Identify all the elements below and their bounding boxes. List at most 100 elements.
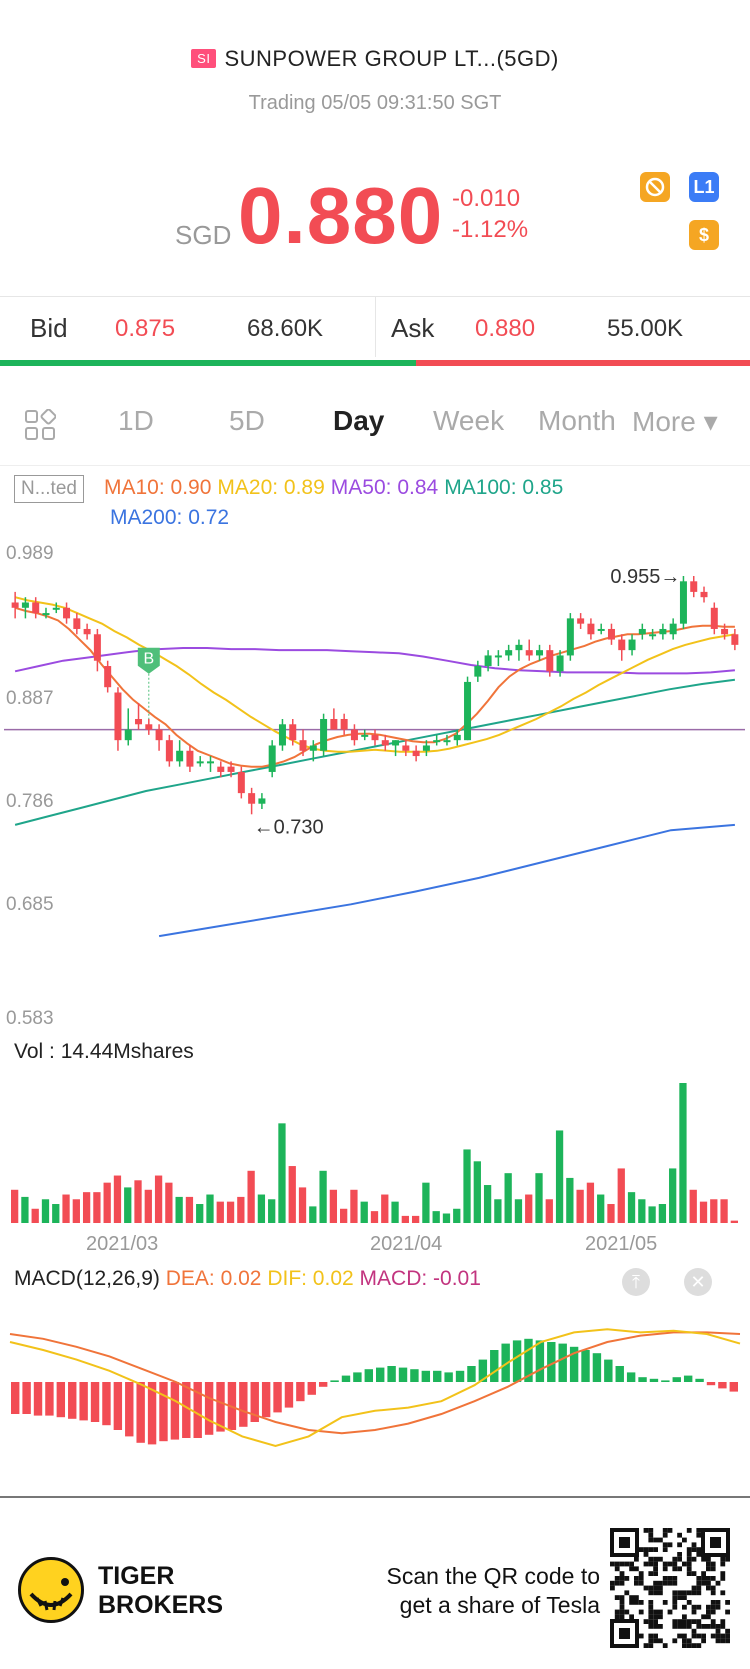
volume-bar [247, 1170, 255, 1223]
currency-label: SGD [175, 220, 232, 250]
qr-module [682, 1537, 687, 1543]
qr-module [720, 1576, 726, 1581]
qr-module [619, 1561, 625, 1567]
macd-chart[interactable] [0, 1300, 750, 1470]
macd-bar [433, 1370, 442, 1382]
macd-bar [79, 1382, 88, 1421]
qr-module [672, 1556, 678, 1562]
qr-module [720, 1590, 726, 1596]
qr-module [634, 1566, 639, 1572]
qr-module [715, 1633, 721, 1639]
candle-body [258, 798, 266, 804]
qr-module [696, 1633, 702, 1639]
qr-module [672, 1561, 678, 1567]
candle-body [21, 602, 29, 608]
ma20-line [14, 596, 736, 753]
volume-bar [483, 1185, 492, 1223]
qr-module [653, 1633, 658, 1639]
qr-module [682, 1561, 687, 1567]
candle-body [145, 724, 153, 730]
qr-module [614, 1595, 620, 1600]
candle-body [135, 718, 143, 725]
tab-month[interactable]: Month [538, 405, 616, 436]
layout-grid-icon[interactable] [24, 409, 56, 441]
tab-1d[interactable]: 1D [118, 405, 154, 436]
macd-bar [512, 1340, 522, 1382]
candlestick-chart[interactable]: 0.955→ ←0.730 B [0, 540, 750, 1025]
macd-bar [729, 1382, 738, 1392]
qr-module [682, 1643, 687, 1648]
dollar-icon[interactable]: $ [689, 220, 719, 250]
qr-module [682, 1590, 687, 1596]
stock-title[interactable]: SI SUNPOWER GROUP LT...(5GD) [0, 46, 750, 72]
pin-top-icon[interactable]: ⤒ [622, 1268, 650, 1296]
qr-module [614, 1576, 620, 1581]
qr-module [658, 1537, 663, 1543]
candle-body [422, 745, 430, 751]
candle-body [659, 628, 667, 635]
qr-module [691, 1542, 697, 1548]
macd-bar [524, 1338, 533, 1382]
qr-module [648, 1614, 654, 1620]
volume-bar [31, 1208, 39, 1223]
macd-bar [455, 1370, 465, 1382]
macd-bar [558, 1343, 567, 1382]
tab-5d[interactable]: 5D [229, 405, 265, 436]
qr-finder [610, 1619, 639, 1648]
candle-body [464, 681, 472, 741]
macd-bar [683, 1375, 693, 1382]
qr-module [643, 1561, 649, 1567]
macd-bar [330, 1380, 339, 1382]
ma-legend: N...ted MA10: 0.90 MA20: 0.89 MA50: 0.84 MA1… [14, 473, 744, 532]
l1-icon[interactable]: L1 [689, 172, 719, 202]
macd-bar [90, 1382, 100, 1422]
qr-module [696, 1576, 702, 1581]
volume-bar [52, 1204, 60, 1223]
ma100-line [14, 678, 736, 826]
volume-bar [103, 1182, 111, 1223]
qr-module [662, 1561, 668, 1567]
qr-module [643, 1619, 649, 1624]
qr-module [725, 1628, 730, 1634]
qr-module [653, 1566, 658, 1572]
qr-module [682, 1604, 687, 1610]
candle-body [505, 650, 513, 656]
qr-module [696, 1547, 702, 1552]
qr-module [658, 1580, 663, 1586]
candle-body [176, 750, 184, 762]
qr-module [682, 1614, 687, 1620]
volume-chart[interactable] [0, 1070, 750, 1225]
qr-module [677, 1556, 682, 1562]
candle-body [607, 628, 615, 640]
adjust-button[interactable]: N...ted [14, 475, 84, 503]
candle-body [587, 623, 595, 635]
macd-bar [421, 1370, 431, 1382]
volume-bar [72, 1199, 80, 1223]
qr-module [706, 1556, 711, 1562]
qr-module [696, 1528, 702, 1533]
candle-body [392, 740, 400, 746]
change-value: -0.010 [452, 185, 521, 212]
volume-bar [360, 1201, 368, 1223]
candle-body [309, 745, 317, 751]
qr-module [710, 1590, 716, 1596]
volume-bar [62, 1194, 70, 1223]
no-sign-icon[interactable] [640, 172, 670, 202]
bid-ask-bar[interactable]: Bid 0.875 68.60K Ask 0.880 55.00K [0, 296, 750, 366]
tab-day[interactable]: Day [333, 405, 385, 436]
qr-module [629, 1595, 634, 1600]
candle-body [443, 740, 451, 743]
qr-module [643, 1547, 649, 1552]
macd-bar [353, 1372, 362, 1382]
qr-module [667, 1576, 673, 1581]
macd-bar [376, 1367, 385, 1382]
tab-more[interactable]: More ▾ [632, 406, 718, 437]
qr-module [648, 1532, 654, 1538]
candle-body [710, 607, 718, 629]
volume-bar [288, 1166, 296, 1223]
close-icon[interactable]: ✕ [684, 1268, 712, 1296]
qr-module [701, 1556, 706, 1562]
tab-week[interactable]: Week [433, 405, 505, 436]
macd-bar [33, 1382, 43, 1416]
period-tabs: 1D 5D Day Week Month More ▾ [0, 395, 750, 450]
